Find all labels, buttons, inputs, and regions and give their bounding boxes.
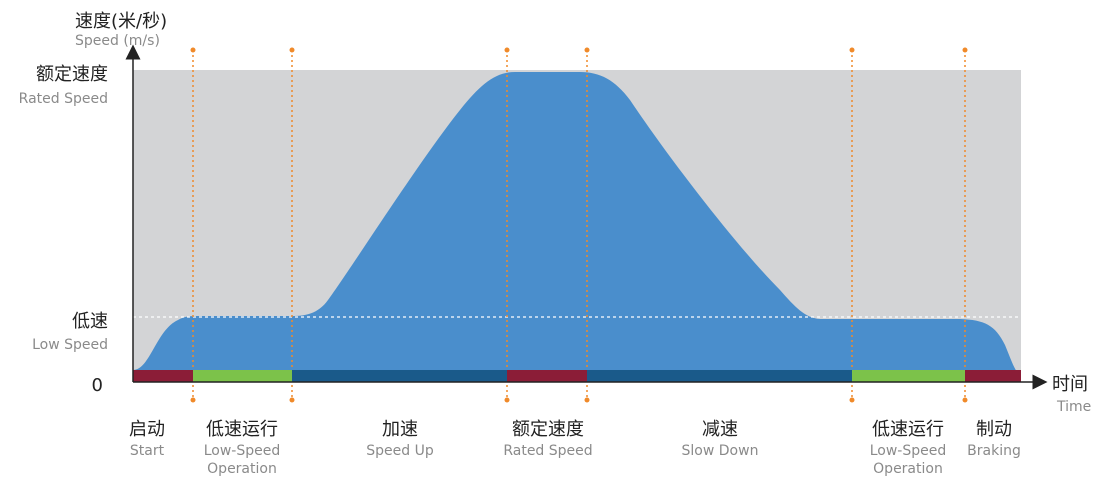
phase-label-low-speed-2-en-2: Operation xyxy=(873,461,943,477)
rated-speed-label-zh: 额定速度 xyxy=(36,64,108,85)
phase-marker-1-dot-top xyxy=(190,47,196,53)
phase-bar-start xyxy=(133,370,193,382)
y-axis-label-zh: 速度(米/秒) xyxy=(75,11,167,32)
y-axis-label-en: Speed (m/s) xyxy=(75,33,160,49)
phase-marker-3-dot-bottom xyxy=(504,397,510,403)
low-speed-label-zh: 低速 xyxy=(72,311,108,332)
phase-label-braking-en: Braking xyxy=(967,443,1021,459)
phase-label-start-zh: 启动 xyxy=(129,419,165,440)
phase-bar-slow-down xyxy=(587,370,852,382)
x-axis-label-zh: 时间 xyxy=(1052,374,1088,395)
x-axis-label-en: Time xyxy=(1056,399,1091,415)
phase-label-low-speed-1-zh: 低速运行 xyxy=(206,419,278,440)
low-speed-label-en: Low Speed xyxy=(32,337,108,353)
phase-label-low-speed-1-en-1: Low-Speed xyxy=(204,443,281,459)
rated-speed-label-en: Rated Speed xyxy=(19,91,108,107)
phase-label-speed-up-en: Speed Up xyxy=(366,443,434,459)
phase-marker-3-dot-top xyxy=(504,47,510,53)
phase-bar-rated-speed xyxy=(507,370,587,382)
phase-marker-5-dot-bottom xyxy=(849,397,855,403)
phase-bar-braking xyxy=(965,370,1021,382)
phase-label-braking-zh: 制动 xyxy=(976,419,1012,440)
phase-marker-6-dot-bottom xyxy=(962,397,968,403)
phase-marker-4-dot-bottom xyxy=(584,397,590,403)
phase-label-low-speed-2-zh: 低速运行 xyxy=(872,419,944,440)
phase-marker-5-dot-top xyxy=(849,47,855,53)
phase-label-speed-up-zh: 加速 xyxy=(382,419,418,440)
phase-marker-6-dot-top xyxy=(962,47,968,53)
phase-label-low-speed-2-en-1: Low-Speed xyxy=(870,443,947,459)
zero-label: 0 xyxy=(92,375,103,396)
phase-label-start-en: Start xyxy=(130,443,165,459)
phase-label-slow-down-zh: 减速 xyxy=(702,419,738,440)
phase-marker-2-dot-bottom xyxy=(289,397,295,403)
phase-marker-4-dot-top xyxy=(584,47,590,53)
phase-bar-low-speed-2 xyxy=(852,370,965,382)
speed-profile-area xyxy=(133,72,1021,380)
phase-label-slow-down-en: Slow Down xyxy=(682,443,759,459)
phase-marker-2-dot-top xyxy=(289,47,295,53)
phase-bar-speed-up xyxy=(292,370,507,382)
phase-marker-1-dot-bottom xyxy=(190,397,196,403)
phase-bar-low-speed-1 xyxy=(193,370,292,382)
phase-label-rated-speed-zh: 额定速度 xyxy=(512,419,584,440)
phase-label-rated-speed-en: Rated Speed xyxy=(503,443,592,459)
phase-label-low-speed-1-en-2: Operation xyxy=(207,461,277,477)
